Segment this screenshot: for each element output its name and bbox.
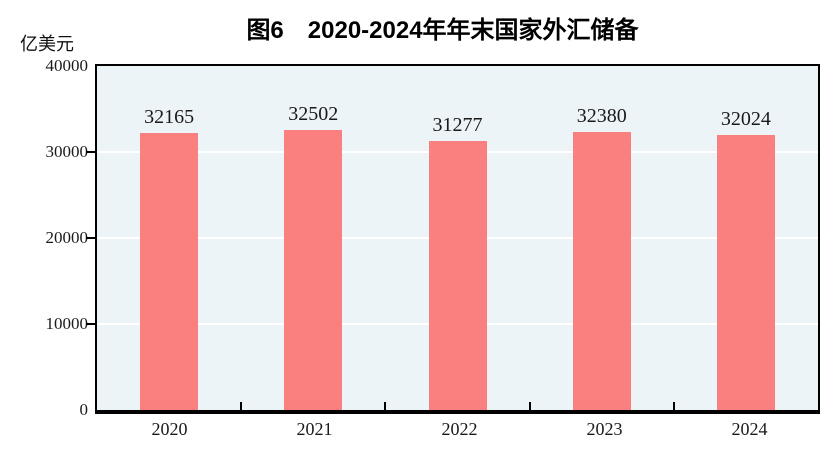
- x-axis-tick-mark: [240, 402, 243, 410]
- bar-value-label: 32380: [576, 104, 627, 127]
- y-axis-tick-mark: [86, 151, 95, 153]
- x-axis-tick-label: 2021: [296, 419, 333, 439]
- y-axis-tick-mark: [86, 323, 95, 325]
- y-axis-unit-label: 亿美元: [20, 34, 74, 54]
- bar: [284, 130, 343, 410]
- x-axis-tick-mark: [528, 402, 531, 410]
- y-axis-tick-label: 40000: [45, 56, 89, 75]
- bar-value-label: 32165: [144, 106, 195, 129]
- bar-value-label: 31277: [432, 114, 483, 137]
- x-axis-tick-label: 2023: [586, 419, 623, 439]
- bar: [140, 133, 199, 410]
- x-axis-tick-mark: [384, 402, 387, 410]
- x-axis-tick-mark: [672, 402, 675, 410]
- bar-value-label: 32502: [288, 103, 339, 126]
- bar: [716, 134, 775, 410]
- bar: [428, 141, 487, 410]
- bar-value-label: 32024: [720, 107, 771, 130]
- x-axis-tick-label: 2024: [731, 419, 768, 439]
- y-axis-tick-label: 20000: [45, 228, 89, 247]
- y-axis-tick-mark: [86, 237, 95, 239]
- bar: [572, 131, 631, 410]
- plot-area: 32165 32502 31277 32380 32024: [95, 64, 820, 414]
- y-axis-tick-label: 0: [79, 400, 89, 419]
- y-axis-tick-label: 30000: [45, 142, 89, 161]
- y-axis-tick-label: 10000: [45, 314, 89, 333]
- x-axis-tick-label: 2020: [151, 419, 188, 439]
- x-axis-tick-label: 2022: [441, 419, 478, 439]
- chart-title: 图6 2020-2024年年末国家外汇储备: [246, 17, 639, 44]
